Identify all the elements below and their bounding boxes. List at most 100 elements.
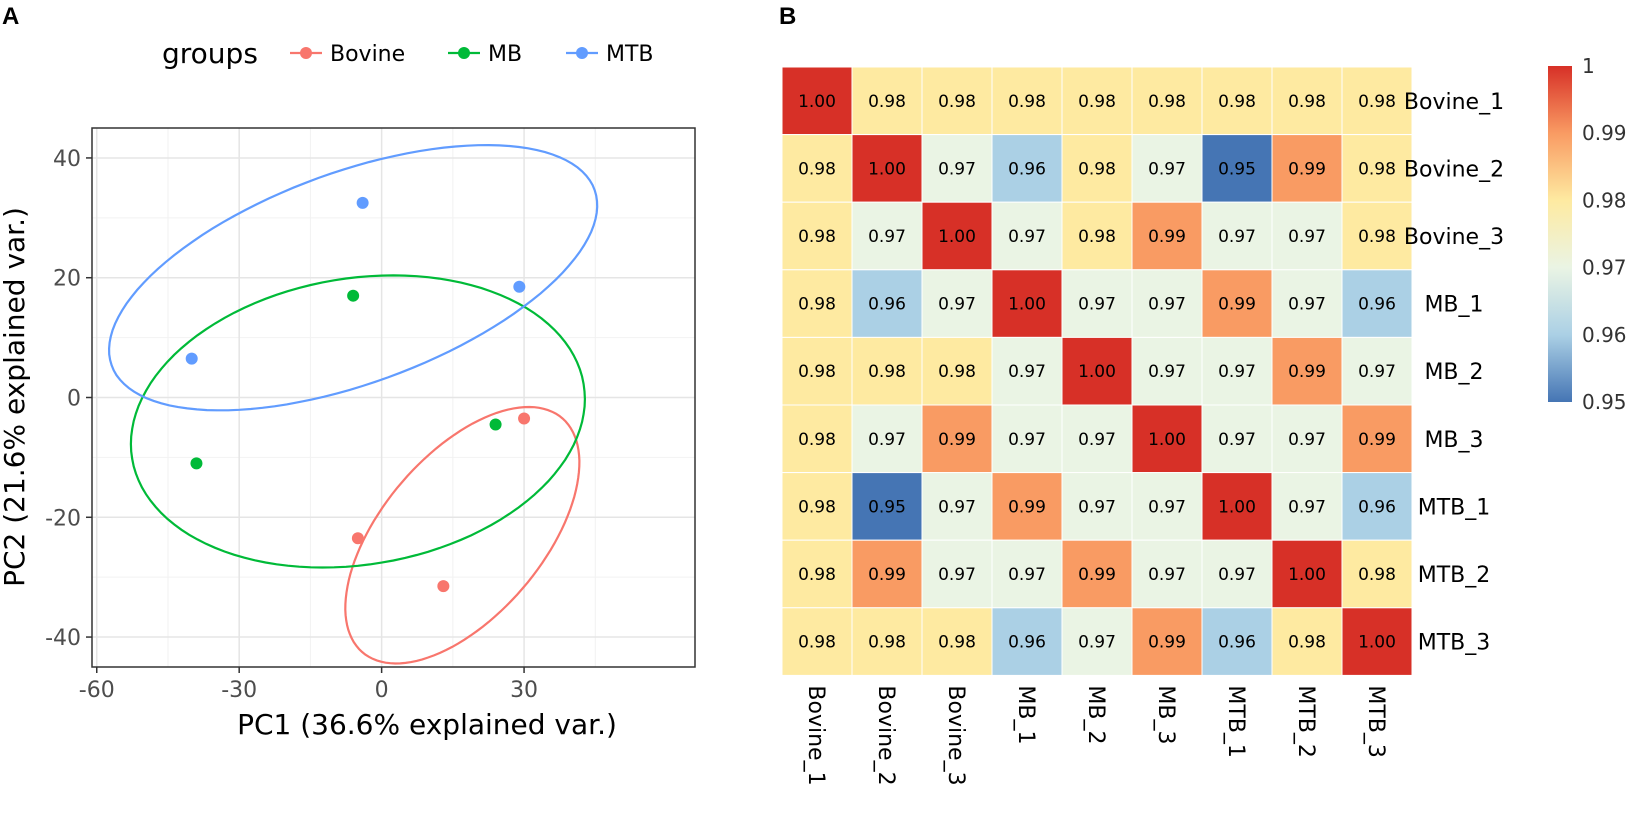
heatmap-cell-value: 0.96 — [1358, 295, 1396, 315]
colorbar-gradient — [1548, 66, 1572, 402]
heatmap-cell-value: 0.97 — [1078, 295, 1116, 315]
panel-a-label: A — [2, 3, 19, 30]
heatmap-cell-value: 0.98 — [1358, 92, 1396, 112]
heatmap-cell — [1201, 607, 1273, 676]
colorbar-tick-label: 0.95 — [1582, 390, 1627, 414]
heatmap-cell-value: 0.99 — [1008, 497, 1046, 517]
heatmap-cell-value: 0.97 — [1288, 497, 1326, 517]
heatmap-row-labels: Bovine_1 Bovine_2 Bovine_3 MB_1 MB_2 MB_3 MTB_… — [1404, 90, 1504, 656]
heatmap-cell — [1271, 539, 1343, 609]
pca-legend-title: groups — [162, 37, 258, 70]
pca-point-mb — [347, 289, 360, 302]
heatmap-cell-value: 0.98 — [798, 633, 836, 653]
pca-point-bovine — [351, 532, 364, 545]
heatmap-cell-value: 0.99 — [1358, 430, 1396, 450]
heatmap-cell — [1201, 201, 1273, 271]
heatmap-cell-value: 0.99 — [1288, 362, 1326, 382]
heatmap-cell — [1131, 201, 1203, 271]
heatmap-cell-value: 0.98 — [868, 362, 906, 382]
heatmap-cell-value: 0.97 — [1288, 295, 1326, 315]
heatmap-col-labels: Bovine_1 Bovine_2 Bovine_3 MB_1 MB_2 MB_3 MTB_… — [803, 685, 1388, 785]
heatmap-cell — [1201, 404, 1273, 474]
heatmap-cell-value: 0.99 — [1218, 295, 1256, 315]
heatmap-cell — [1271, 607, 1343, 676]
heatmap-cell — [1341, 539, 1413, 609]
heatmap-cell — [1341, 472, 1413, 541]
heatmap-cell — [1201, 269, 1273, 338]
heatmap-cell-value: 0.98 — [1148, 92, 1186, 112]
heatmap-cell — [921, 336, 993, 406]
heatmap-cell-value: 0.97 — [1008, 565, 1046, 585]
heatmap-cell-value: 0.97 — [1148, 497, 1186, 517]
pca-point-bovine — [518, 412, 531, 425]
heatmap-cell-value: 0.98 — [1358, 159, 1396, 179]
heatmap-cell-value: 0.98 — [938, 362, 976, 382]
heatmap-row-label: MTB_3 — [1418, 631, 1491, 656]
heatmap-cell-value: 0.98 — [798, 430, 836, 450]
heatmap-cell — [851, 472, 923, 541]
heatmap-cell-value: 0.95 — [868, 497, 906, 517]
heatmap-cell — [921, 607, 993, 676]
heatmap-cell — [1201, 472, 1273, 541]
pca-y-tick-label: -20 — [45, 506, 81, 531]
heatmap-cell-value: 1.00 — [1078, 362, 1116, 382]
pca-points — [185, 196, 531, 593]
heatmap-cell-value: 0.99 — [868, 565, 906, 585]
heatmap-cell-value: 0.98 — [798, 497, 836, 517]
pca-y-tick-label: -40 — [45, 626, 81, 651]
pca-y-tick-label: 0 — [67, 387, 81, 412]
heatmap-cell-value: 0.98 — [1078, 159, 1116, 179]
heatmap-cell-value: 0.97 — [1148, 565, 1186, 585]
heatmap-cell-value: 0.97 — [1148, 362, 1186, 382]
heatmap-row-label: Bovine_2 — [1404, 157, 1504, 182]
pca-y-tick-label: 40 — [53, 147, 81, 172]
heatmap-row-label: MB_3 — [1424, 428, 1483, 453]
heatmap-cell-value: 0.98 — [938, 633, 976, 653]
heatmap-cell — [1341, 336, 1413, 406]
heatmap-cell-value: 0.98 — [868, 92, 906, 112]
heatmap-cell — [1061, 201, 1133, 271]
heatmap-cell-value: 0.98 — [1358, 565, 1396, 585]
legend-label-mb: MB — [488, 42, 522, 67]
heatmap-cell — [1131, 539, 1203, 609]
heatmap-cell-value: 0.99 — [1148, 633, 1186, 653]
heatmap-cell — [991, 404, 1063, 474]
heatmap-cell-value: 0.99 — [938, 430, 976, 450]
heatmap-cell-value: 0.97 — [938, 295, 976, 315]
pca-point-mb — [190, 457, 203, 470]
pca-point-mtb — [513, 280, 526, 293]
heatmap-cell — [921, 539, 993, 609]
heatmap-cell — [921, 404, 993, 474]
heatmap-cell-value: 0.96 — [868, 295, 906, 315]
heatmap-row-label: MTB_1 — [1418, 495, 1491, 520]
heatmap-cell-value: 0.97 — [1218, 227, 1256, 247]
heatmap-cell-value: 0.97 — [1288, 227, 1326, 247]
heatmap-cell-value: 0.98 — [798, 227, 836, 247]
heatmap-cell-value: 0.96 — [1008, 159, 1046, 179]
heatmap-cell-value: 0.97 — [868, 430, 906, 450]
heatmap-col-label: MB_1 — [1013, 685, 1038, 744]
heatmap-row-label: MB_2 — [1424, 360, 1483, 385]
heatmap-cell-value: 0.97 — [938, 565, 976, 585]
heatmap-cell-value: 0.97 — [1218, 430, 1256, 450]
heatmap-row-label: MTB_2 — [1418, 563, 1491, 588]
heatmap-row-label: Bovine_1 — [1404, 90, 1504, 115]
heatmap-cell — [1271, 336, 1343, 406]
heatmap-cells: 1.00 0.98 0.98 0.98 0.98 0.98 0.98 0.98 0.98 0.98… — [781, 66, 1413, 676]
heatmap-cell-value: 0.97 — [1288, 430, 1326, 450]
heatmap-cell — [1341, 269, 1413, 338]
heatmap-col-label: MTB_3 — [1363, 685, 1388, 758]
heatmap-cell — [1131, 66, 1203, 136]
heatmap-cell — [851, 269, 923, 338]
colorbar-tick-label: 0.99 — [1582, 121, 1627, 145]
heatmap-cell — [1341, 66, 1413, 136]
pca-grid — [92, 128, 695, 667]
heatmap-cell — [1131, 134, 1203, 203]
heatmap-col-label: Bovine_1 — [803, 685, 828, 785]
colorbar-tick-label: 1 — [1582, 54, 1595, 78]
pca-y-tick-label: 20 — [53, 267, 81, 292]
heatmap-cell — [1061, 336, 1133, 406]
pca-ellipse-bovine — [344, 405, 581, 665]
heatmap-col-label: Bovine_3 — [943, 685, 968, 785]
